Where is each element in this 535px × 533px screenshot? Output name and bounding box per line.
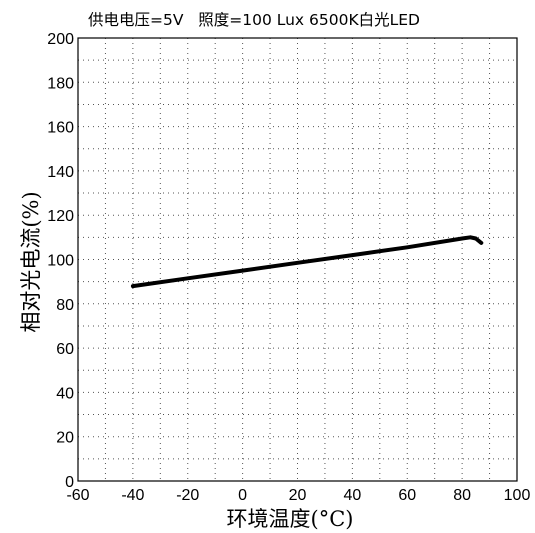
x-tick-label: 80 (453, 487, 471, 504)
x-tick-label: 0 (238, 487, 247, 504)
y-tick-label: 0 (65, 474, 74, 491)
y-tick-label: 40 (56, 385, 74, 402)
x-axis-label: 环境温度(°C) (227, 507, 354, 531)
y-tick-label: 140 (47, 164, 74, 181)
plot-frame (77, 37, 518, 482)
x-tick-label: 60 (398, 487, 416, 504)
y-tick-label: 160 (47, 120, 74, 137)
y-tick-label: 120 (47, 208, 74, 225)
x-tick-label: -40 (121, 487, 144, 504)
x-tick-labels: -60 -40 -20 0 20 40 60 80 100 (66, 487, 530, 504)
y-tick-label: 20 (56, 430, 74, 447)
chart-title: 供电电压=5V 照度=100 Lux 6500K白光LED (88, 11, 420, 29)
y-tick-label: 80 (56, 297, 74, 314)
y-tick-label: 60 (56, 341, 74, 358)
x-tick-label: -20 (176, 487, 199, 504)
y-tick-label: 100 (47, 253, 74, 270)
y-tick-labels: 0 20 40 60 80 100 120 140 160 180 200 (47, 31, 74, 491)
x-tick-label: 100 (504, 487, 531, 504)
x-tick-label: -60 (66, 487, 89, 504)
x-tick-label: 40 (343, 487, 361, 504)
y-tick-label: 200 (47, 31, 74, 48)
grid (78, 38, 517, 481)
y-tick-label: 180 (47, 75, 74, 92)
x-tick-label: 20 (289, 487, 307, 504)
y-axis-label: 相对光电流(%) (19, 191, 43, 332)
series-line (130, 235, 484, 289)
series-layer (130, 235, 484, 289)
